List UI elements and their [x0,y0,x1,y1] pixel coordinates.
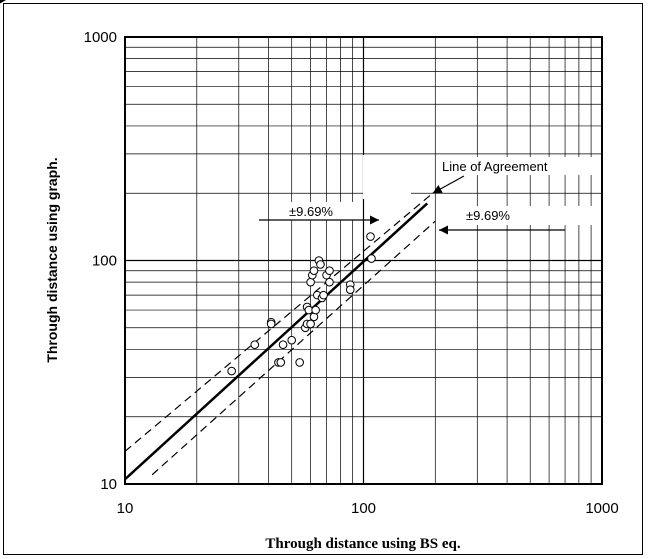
y-tick-label: 100 [92,253,117,270]
data-point [295,358,304,367]
data-point [366,232,375,241]
data-point [276,358,286,367]
y-axis-label: Through distance using graph. [44,157,60,362]
data-point [345,285,355,295]
line-of-agreement-arrow [432,175,465,194]
data-point [367,254,376,263]
data-point [309,266,319,276]
label-background [440,206,600,225]
data-point [306,319,315,329]
data-point [306,277,315,287]
x-tick-label: 10 [117,500,134,517]
data-point [316,260,325,269]
agreement-line [124,202,429,481]
data-point [227,366,236,376]
data-point [250,340,260,350]
data-point [325,266,334,276]
upper-error-arrow [259,215,379,225]
data-point [287,335,297,345]
lower-error-label: ±9.69% [466,208,510,223]
error-bound-line [151,220,436,476]
plot-area-border [124,36,603,485]
x-axis-label: Through distance using BS eq. [265,536,460,552]
data-point [325,277,334,287]
line-of-agreement-label: Line of Agreement [442,159,548,174]
x-tick-label: 100 [351,500,376,517]
label-background [287,202,361,220]
data-points [227,232,376,376]
y-tick-label: 10 [100,476,117,493]
x-tick-label: 1000 [585,500,618,517]
error-bound-line [124,192,434,452]
data-point [266,319,276,329]
data-point [319,290,328,300]
tick-labels: 10 100 1000 10 100 1000 [84,29,619,517]
chart-frame [3,3,643,555]
label-background [436,157,596,175]
data-point [278,340,288,350]
data-point [311,305,320,315]
label-background [363,155,411,199]
lower-error-arrow [439,225,565,235]
annotations: Line of Agreement ±9.69% ±9.69% [0,0,600,235]
y-tick-label: 1000 [84,29,117,46]
line-series [124,192,436,481]
upper-error-label: ±9.69% [289,204,333,219]
